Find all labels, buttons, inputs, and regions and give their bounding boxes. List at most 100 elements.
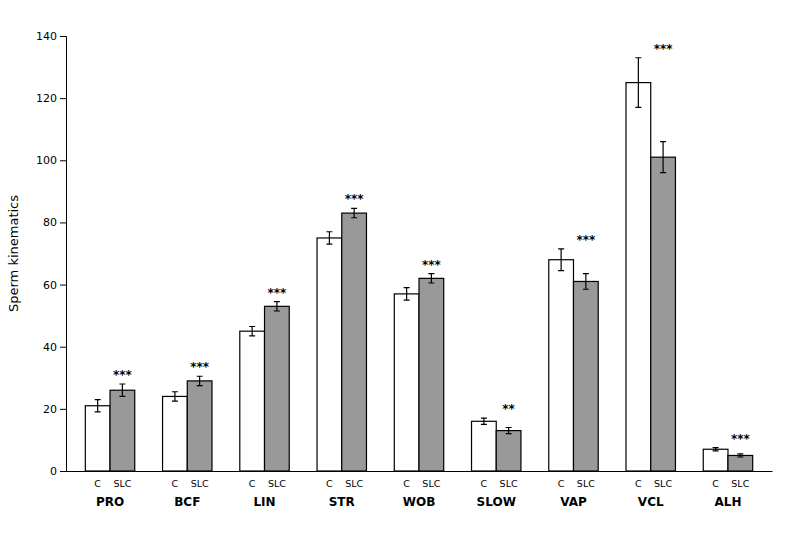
error-bar	[249, 327, 255, 336]
series-label: C	[94, 478, 101, 489]
tick-label: 100	[36, 154, 57, 167]
tick-line	[60, 222, 66, 223]
bar	[187, 381, 212, 471]
tick-label: BCF	[174, 495, 200, 509]
series-label: C	[249, 478, 256, 489]
bar	[342, 213, 367, 471]
error-bar	[326, 232, 332, 244]
error-bar	[660, 142, 666, 173]
series-label: SLC	[654, 478, 672, 489]
tick-line	[60, 347, 66, 348]
error-bar	[583, 274, 589, 290]
y-tick: 100	[36, 154, 66, 167]
bar	[419, 278, 444, 471]
x-tick: PRO	[96, 471, 124, 509]
bar	[472, 421, 497, 471]
bar	[573, 281, 598, 471]
x-tick: VAP	[560, 471, 587, 509]
bar	[317, 238, 342, 471]
bar	[496, 431, 521, 471]
error-bar	[558, 249, 564, 271]
tick-line	[60, 98, 66, 99]
series-label: C	[558, 478, 565, 489]
tick-line	[60, 160, 66, 161]
tick-line	[60, 285, 66, 286]
bar	[626, 83, 651, 471]
series-label: SLC	[268, 478, 286, 489]
x-tick: WOB	[403, 471, 436, 509]
series-label: C	[712, 478, 719, 489]
plot: **************************02040608010012…	[36, 30, 773, 509]
series-label: SLC	[577, 478, 595, 489]
y-axis-title: Sperm kinematics	[6, 195, 21, 312]
bar	[549, 260, 574, 471]
tick-label: STR	[329, 495, 355, 509]
error-bar	[172, 392, 178, 401]
annotation: ***	[267, 286, 287, 300]
y-tick: 20	[43, 403, 66, 416]
series-label: SLC	[345, 478, 363, 489]
bar	[394, 294, 419, 471]
series-label: C	[326, 478, 333, 489]
annotation: ***	[731, 432, 751, 446]
series-label: C	[481, 478, 488, 489]
tick-label: SLOW	[477, 495, 516, 509]
series-labels: CSLCCSLCCSLCCSLCCSLCCSLCCSLCCSLCCSLC	[94, 478, 749, 489]
error-bar	[119, 384, 125, 396]
x-axis: PROBCFLINSTRWOBSLOWVAPVCLALH	[67, 471, 773, 509]
tick-label: 60	[43, 279, 57, 292]
x-tick: LIN	[253, 471, 275, 509]
chart-container: **************************02040608010012…	[0, 0, 792, 533]
series-label: SLC	[500, 478, 518, 489]
annotation: ***	[190, 360, 210, 374]
tick-label: 0	[50, 465, 57, 478]
tick-label: LIN	[253, 495, 275, 509]
x-tick: STR	[329, 471, 355, 509]
tick-label: 120	[36, 92, 57, 105]
error-bar	[506, 428, 512, 434]
bar	[110, 390, 135, 471]
annotation: ***	[654, 42, 674, 56]
y-tick: 0	[50, 465, 66, 478]
error-bar	[713, 448, 719, 451]
annotation: **	[502, 402, 515, 416]
series-label: C	[172, 478, 179, 489]
error-bar	[428, 274, 434, 283]
bar	[728, 455, 753, 471]
y-tick: 40	[43, 341, 66, 354]
tick-label: 20	[43, 403, 57, 416]
series-label: C	[403, 478, 410, 489]
tick-label: WOB	[403, 495, 436, 509]
marks	[85, 58, 752, 471]
tick-label: 140	[36, 30, 57, 43]
error-bar	[351, 208, 357, 217]
tick-label: PRO	[96, 495, 124, 509]
tick-label: 40	[43, 341, 57, 354]
series-label: C	[635, 478, 642, 489]
series-label: SLC	[422, 478, 440, 489]
annotation: ***	[576, 233, 596, 247]
tick-label: ALH	[714, 495, 741, 509]
tick-line	[60, 409, 66, 410]
y-tick: 60	[43, 279, 66, 292]
chart-svg: **************************02040608010012…	[0, 0, 792, 533]
tick-line	[60, 471, 66, 472]
error-bar	[404, 288, 410, 300]
error-bar	[635, 58, 641, 108]
error-bar	[197, 376, 203, 385]
y-tick: 140	[36, 30, 66, 43]
x-tick: ALH	[714, 471, 741, 509]
bar	[265, 306, 290, 471]
bar-series	[110, 142, 753, 471]
annotations: **************************	[113, 42, 750, 446]
tick-label: 80	[43, 216, 57, 229]
error-bar	[274, 302, 280, 311]
series-label: SLC	[191, 478, 209, 489]
x-tick: SLOW	[477, 471, 516, 509]
annotation: ***	[345, 192, 365, 206]
bar-series	[85, 58, 728, 471]
y-tick: 80	[43, 216, 66, 229]
bar	[651, 157, 676, 471]
y-tick: 120	[36, 92, 66, 105]
bar	[240, 331, 265, 471]
